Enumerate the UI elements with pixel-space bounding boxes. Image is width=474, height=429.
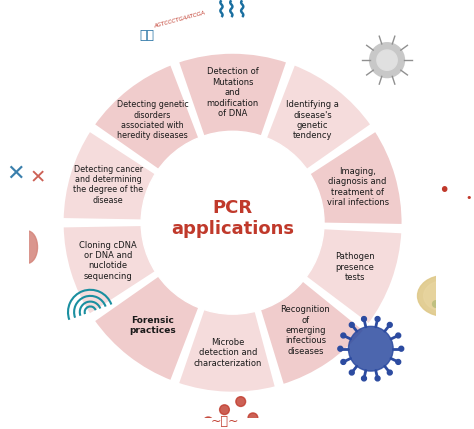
Text: ~𝜙~: ~𝜙~ (210, 415, 239, 429)
Text: ✕: ✕ (29, 169, 46, 187)
Text: Detection of
Mutations
and
modification
of DNA: Detection of Mutations and modification … (207, 67, 259, 118)
Circle shape (348, 326, 393, 371)
Wedge shape (259, 279, 365, 386)
Text: ✕: ✕ (6, 164, 25, 184)
Circle shape (362, 376, 366, 381)
Circle shape (377, 50, 397, 70)
Circle shape (349, 323, 354, 327)
Text: Detecting cancer
and determining
the degree of the
disease: Detecting cancer and determining the deg… (73, 165, 143, 205)
Text: PCR
applications: PCR applications (171, 199, 294, 238)
Circle shape (387, 370, 392, 375)
Circle shape (248, 413, 258, 423)
Circle shape (141, 131, 324, 314)
Wedge shape (93, 63, 201, 172)
Wedge shape (62, 130, 158, 221)
Text: ⌇⌇⌇: ⌇⌇⌇ (216, 1, 249, 21)
Text: ⎍⎍: ⎍⎍ (140, 29, 155, 42)
Ellipse shape (17, 231, 37, 263)
Text: •: • (438, 181, 450, 200)
Circle shape (445, 282, 451, 289)
Ellipse shape (424, 281, 464, 311)
Ellipse shape (418, 275, 470, 316)
Wedge shape (308, 130, 403, 226)
Wedge shape (264, 63, 373, 172)
Circle shape (341, 333, 346, 338)
Circle shape (362, 317, 366, 321)
Circle shape (449, 297, 456, 303)
Circle shape (375, 376, 380, 381)
Text: Identifying a
disease's
genetic
tendency: Identifying a disease's genetic tendency (286, 100, 339, 140)
Wedge shape (177, 307, 277, 393)
Circle shape (341, 360, 346, 364)
Circle shape (4, 236, 14, 246)
Text: •: • (465, 193, 472, 203)
Circle shape (338, 346, 343, 351)
FancyBboxPatch shape (442, 212, 474, 233)
Wedge shape (62, 224, 158, 316)
Wedge shape (177, 52, 288, 138)
Wedge shape (304, 227, 403, 326)
Circle shape (396, 360, 401, 364)
Circle shape (236, 397, 246, 406)
Circle shape (437, 289, 443, 295)
Text: Imaging,
diagnosis and
treatment of
viral infections: Imaging, diagnosis and treatment of vira… (327, 167, 389, 207)
Circle shape (433, 301, 439, 307)
Circle shape (219, 405, 229, 414)
Circle shape (349, 370, 354, 375)
Circle shape (203, 417, 213, 427)
Text: Cloning cDNA
or DNA and
nuclotide
sequencing: Cloning cDNA or DNA and nuclotide sequen… (79, 241, 137, 281)
Text: Detecting genetic
disorders
associated with
heredity diseases: Detecting genetic disorders associated w… (117, 100, 188, 140)
Circle shape (396, 333, 401, 338)
Circle shape (370, 43, 404, 77)
Text: Pathogen
presence
tests: Pathogen presence tests (335, 252, 374, 282)
Text: Recognition
of
emerging
infectious
diseases: Recognition of emerging infectious disea… (281, 305, 330, 356)
Text: AGTCCCTGAATCGA: AGTCCCTGAATCGA (154, 10, 206, 29)
Wedge shape (93, 274, 201, 382)
Circle shape (399, 346, 404, 351)
Circle shape (387, 323, 392, 327)
Text: Microbe
detection and
characterization: Microbe detection and characterization (194, 338, 262, 368)
Circle shape (375, 317, 380, 321)
Text: Forensic
practices: Forensic practices (129, 315, 176, 335)
Ellipse shape (0, 231, 17, 263)
